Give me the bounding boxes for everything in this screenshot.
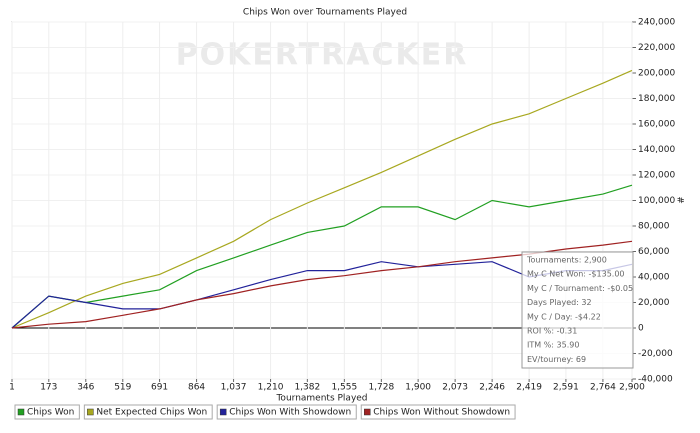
y-tick-label: 240,000 <box>638 18 675 28</box>
y-tick-label: 60,000 <box>638 247 670 257</box>
tooltip-line: My C / Tournament: -$0.05 <box>527 284 633 293</box>
legend-box <box>216 404 357 420</box>
tooltip-line: Days Played: 32 <box>527 298 592 307</box>
legend-label: Chips Won Without Showdown <box>373 408 510 418</box>
legend-box <box>83 404 213 420</box>
legend-label: Chips Won <box>27 408 74 418</box>
x-axis-label: Tournaments Played <box>275 394 367 404</box>
legend-item: Chips Won Without Showdown <box>360 404 516 420</box>
y-tick-label: 140,000 <box>638 145 675 155</box>
x-tick-label: 2,764 <box>590 383 616 393</box>
x-tick-label: 691 <box>151 383 168 393</box>
x-tick-label: 519 <box>114 383 131 393</box>
legend-swatch <box>219 408 227 416</box>
x-tick-label: 346 <box>77 383 94 393</box>
y-tick-label: 180,000 <box>638 94 675 104</box>
x-tick-label: 2,246 <box>479 383 505 393</box>
legend-label: Chips Won With Showdown <box>229 408 351 418</box>
tooltip-line: My C Net Won: -$135.00 <box>527 270 625 279</box>
y-tick-label: 100,000 <box>638 196 675 206</box>
tooltip-line: Tournaments: 2,900 <box>526 256 607 265</box>
y-tick-label: 80,000 <box>638 222 670 232</box>
tooltip-line: ITM %: 35.90 <box>527 341 579 350</box>
tooltip-line: My C / Day: -$4.22 <box>527 312 601 321</box>
y-tick-label: -40,000 <box>638 375 673 385</box>
tooltip: Tournaments: 2,900 My C Net Won: -$135.00… <box>521 251 634 369</box>
tooltip-box <box>521 251 634 369</box>
y-tick-label: 200,000 <box>638 69 675 79</box>
tooltip-line: ROI %: -0.31 <box>527 327 577 336</box>
legend-box <box>360 404 516 420</box>
x-tick-label: 173 <box>40 383 57 393</box>
x-tick-label: 1,382 <box>294 383 320 393</box>
y-tick-label: 20,000 <box>638 298 670 308</box>
y-tick-label: 0 <box>638 324 644 334</box>
x-tick-label: 1,037 <box>221 383 247 393</box>
series-line <box>11 69 633 329</box>
y-axis-label: # <box>675 196 685 204</box>
x-tick-label: 2,591 <box>553 383 579 393</box>
x-tick-label: 2,900 <box>619 383 645 393</box>
legend-item: Chips Won <box>14 404 80 420</box>
x-tick-label: 2,419 <box>516 383 542 393</box>
legend-item: Chips Won With Showdown <box>216 404 357 420</box>
x-tick-label: 1,210 <box>258 383 284 393</box>
chart-title: Chips Won over Tournaments Played <box>243 8 407 18</box>
x-tick-label: 1,555 <box>331 383 357 393</box>
x-tick-label: 864 <box>188 383 205 393</box>
series-line <box>11 184 633 329</box>
y-tick-label: 160,000 <box>638 120 675 130</box>
x-tick-label: 1 <box>9 383 15 393</box>
x-tick-label: 2,073 <box>442 383 468 393</box>
legend-swatch <box>87 408 94 416</box>
y-tick-label: -20,000 <box>638 349 673 359</box>
y-tick-label: 40,000 <box>638 273 670 283</box>
legend-label: Net Expected Chips Won <box>96 408 207 418</box>
tooltip-line: EV/tourney: 69 <box>527 355 586 364</box>
legend-item: Net Expected Chips Won <box>83 404 213 420</box>
x-tick-label: 1,900 <box>405 383 431 393</box>
watermark: POKERTRACKER <box>176 38 469 73</box>
legend-swatch <box>364 408 371 416</box>
y-tick-label: 120,000 <box>638 171 675 181</box>
y-tick-label: 220,000 <box>638 43 675 53</box>
x-tick-label: 1,728 <box>368 383 394 393</box>
legend-swatch <box>17 408 25 416</box>
legend-box <box>14 404 80 420</box>
